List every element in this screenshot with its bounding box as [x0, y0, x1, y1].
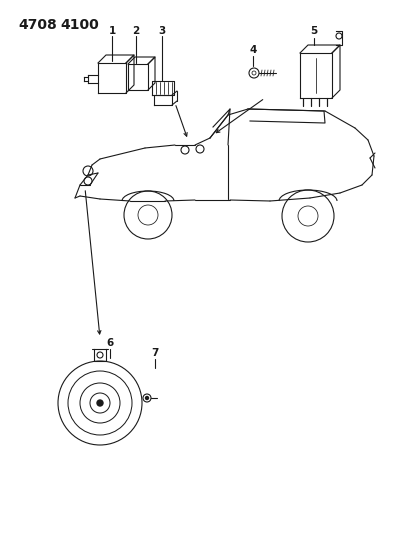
Text: 4708: 4708: [18, 18, 57, 32]
Circle shape: [146, 397, 149, 400]
Text: 5: 5: [310, 26, 317, 36]
Circle shape: [97, 400, 103, 406]
Text: 4: 4: [249, 45, 257, 55]
Text: 7: 7: [151, 348, 159, 358]
Text: 3: 3: [158, 26, 166, 36]
Text: 6: 6: [106, 338, 113, 348]
Text: 2: 2: [132, 26, 140, 36]
Text: 4100: 4100: [60, 18, 99, 32]
Text: 1: 1: [109, 26, 115, 36]
